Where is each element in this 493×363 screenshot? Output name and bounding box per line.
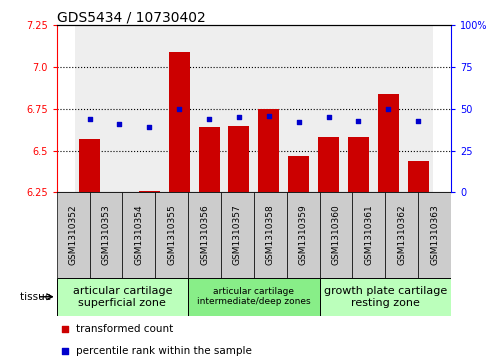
Bar: [258, 109, 280, 192]
Text: articular cartilage
intermediate/deep zones: articular cartilage intermediate/deep zo…: [197, 287, 311, 306]
Bar: [418, 192, 451, 278]
Bar: [139, 191, 160, 192]
Text: GSM1310357: GSM1310357: [233, 205, 242, 265]
Text: GSM1310354: GSM1310354: [135, 205, 143, 265]
Bar: [221, 192, 254, 278]
Bar: [403, 25, 433, 192]
Text: GSM1310352: GSM1310352: [69, 205, 77, 265]
Bar: [194, 25, 224, 192]
Point: [235, 114, 243, 120]
Point: [265, 113, 273, 118]
Bar: [373, 25, 403, 192]
Text: articular cartilage
superficial zone: articular cartilage superficial zone: [72, 286, 172, 307]
Bar: [57, 278, 188, 316]
Bar: [352, 192, 386, 278]
Bar: [319, 192, 352, 278]
Bar: [188, 278, 319, 316]
Bar: [135, 25, 164, 192]
Bar: [318, 137, 339, 192]
Bar: [57, 192, 90, 278]
Text: tissue: tissue: [20, 292, 54, 302]
Bar: [314, 25, 344, 192]
Bar: [188, 192, 221, 278]
Bar: [74, 25, 105, 192]
Bar: [164, 25, 194, 192]
Bar: [386, 192, 418, 278]
Point: [115, 121, 123, 127]
Bar: [199, 127, 219, 192]
Bar: [122, 192, 155, 278]
Text: GSM1310363: GSM1310363: [430, 205, 439, 265]
Bar: [254, 192, 287, 278]
Text: GSM1310359: GSM1310359: [299, 205, 308, 265]
Bar: [228, 126, 249, 192]
Bar: [378, 94, 399, 192]
Text: GSM1310362: GSM1310362: [397, 205, 406, 265]
Text: GSM1310361: GSM1310361: [364, 205, 373, 265]
Point: [61, 348, 69, 354]
Text: GSM1310358: GSM1310358: [266, 205, 275, 265]
Bar: [105, 25, 135, 192]
Bar: [254, 25, 284, 192]
Point: [354, 118, 362, 123]
Text: growth plate cartilage
resting zone: growth plate cartilage resting zone: [324, 286, 447, 307]
Point: [86, 116, 94, 122]
Text: GSM1310356: GSM1310356: [200, 205, 209, 265]
Point: [414, 118, 422, 123]
Bar: [155, 192, 188, 278]
Point: [175, 106, 183, 112]
Bar: [288, 156, 309, 192]
Point: [205, 116, 213, 122]
Text: GDS5434 / 10730402: GDS5434 / 10730402: [57, 10, 206, 24]
Point: [385, 106, 392, 112]
Bar: [348, 137, 369, 192]
Point: [325, 114, 333, 120]
Bar: [284, 25, 314, 192]
Text: GSM1310355: GSM1310355: [167, 205, 176, 265]
Text: GSM1310360: GSM1310360: [332, 205, 341, 265]
Bar: [224, 25, 254, 192]
Point: [61, 326, 69, 332]
Text: transformed count: transformed count: [76, 324, 174, 334]
Text: percentile rank within the sample: percentile rank within the sample: [76, 346, 252, 356]
Point: [145, 125, 153, 130]
Bar: [344, 25, 373, 192]
Bar: [287, 192, 319, 278]
Bar: [79, 139, 100, 192]
Bar: [319, 278, 451, 316]
Bar: [408, 161, 429, 192]
Bar: [90, 192, 122, 278]
Point: [295, 119, 303, 125]
Bar: [169, 52, 190, 192]
Text: GSM1310353: GSM1310353: [102, 205, 110, 265]
